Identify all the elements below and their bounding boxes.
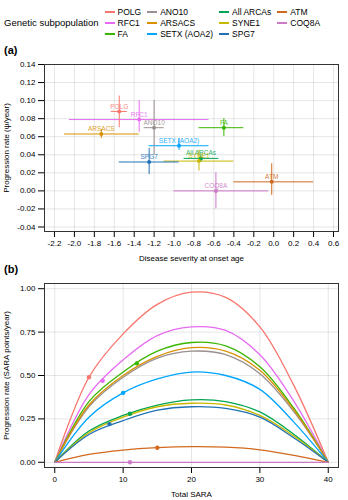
- html-text:COQ8A: COQ8A: [290, 17, 321, 28]
- html-text:ARSACS: ARSACS: [160, 17, 196, 28]
- html-text:POLG: POLG: [117, 6, 142, 17]
- svg-text:0.6: 0.6: [328, 239, 340, 248]
- svg-text:-0.2: -0.2: [247, 239, 261, 248]
- html-text:SPG7: SPG7: [232, 28, 255, 39]
- svg-text:Progression rate (SARA points/: Progression rate (SARA points/year): [2, 311, 11, 440]
- svg-text:Progression rate (ψ/year): Progression rate (ψ/year): [2, 103, 11, 193]
- svg-text:ANO10: ANO10: [143, 119, 165, 126]
- svg-text:-1.2: -1.2: [147, 239, 161, 248]
- svg-text:10: 10: [119, 475, 128, 484]
- html-text:RFC1: RFC1: [117, 17, 140, 28]
- svg-text:Total SARA: Total SARA: [171, 490, 213, 499]
- html-text:SETX (AOA2): SETX (AOA2): [160, 28, 214, 39]
- svg-text:-0.04: -0.04: [17, 223, 36, 232]
- svg-text:20: 20: [187, 475, 196, 484]
- svg-text:0.02: 0.02: [20, 168, 36, 177]
- svg-text:SETX (AOA2): SETX (AOA2): [159, 137, 199, 145]
- svg-text:40: 40: [324, 475, 333, 484]
- svg-text:-1.4: -1.4: [127, 239, 141, 248]
- svg-text:0.06: 0.06: [20, 132, 36, 141]
- svg-text:-0.4: -0.4: [227, 239, 241, 248]
- svg-text:-1.6: -1.6: [107, 239, 121, 248]
- svg-text:1.00: 1.00: [20, 284, 36, 293]
- html-text:FA: FA: [117, 28, 128, 39]
- svg-text:Disease severity at onset age: Disease severity at onset age: [139, 254, 244, 263]
- svg-text:0.00: 0.00: [20, 458, 36, 467]
- svg-text:0.12: 0.12: [20, 78, 36, 87]
- html-text:Genetic subpopulation: Genetic subpopulation: [4, 17, 99, 28]
- svg-text:-1.0: -1.0: [167, 239, 181, 248]
- svg-text:-1.8: -1.8: [87, 239, 101, 248]
- svg-text:0.10: 0.10: [20, 96, 36, 105]
- svg-text:SYNE1: SYNE1: [188, 152, 210, 159]
- svg-text:0.4: 0.4: [308, 239, 320, 248]
- html-text:(a): (a): [4, 44, 18, 56]
- svg-text:0.0: 0.0: [268, 239, 280, 248]
- html-text:SYNE1: SYNE1: [232, 17, 260, 28]
- html-text:(b): (b): [4, 263, 18, 275]
- svg-text:0.04: 0.04: [20, 150, 36, 159]
- svg-text:-0.8: -0.8: [187, 239, 201, 248]
- svg-text:SPG7: SPG7: [140, 153, 158, 160]
- svg-text:30: 30: [255, 475, 264, 484]
- svg-text:0.00: 0.00: [20, 186, 36, 195]
- svg-text:ATM: ATM: [265, 173, 278, 180]
- svg-text:-0.6: -0.6: [207, 239, 221, 248]
- svg-text:-0.02: -0.02: [17, 204, 36, 213]
- svg-text:POLG: POLG: [110, 103, 128, 110]
- svg-text:-2.2: -2.2: [48, 239, 62, 248]
- svg-text:0: 0: [53, 475, 58, 484]
- svg-text:ARSACS: ARSACS: [88, 125, 115, 132]
- svg-text:FA: FA: [220, 119, 229, 126]
- svg-text:0.2: 0.2: [288, 239, 300, 248]
- svg-text:0.75: 0.75: [20, 328, 36, 337]
- html-text:All ARCAs: All ARCAs: [232, 6, 272, 17]
- html-text:ANO10: ANO10: [160, 6, 188, 17]
- svg-text:COQ8A: COQ8A: [205, 182, 228, 190]
- svg-text:0.25: 0.25: [20, 414, 36, 423]
- svg-text:RFC1: RFC1: [131, 111, 148, 118]
- svg-text:-2.0: -2.0: [67, 239, 81, 248]
- svg-text:0.08: 0.08: [20, 114, 36, 123]
- svg-text:0.50: 0.50: [20, 371, 36, 380]
- html-text:ATM: ATM: [290, 6, 308, 17]
- svg-text:0.14: 0.14: [20, 60, 36, 69]
